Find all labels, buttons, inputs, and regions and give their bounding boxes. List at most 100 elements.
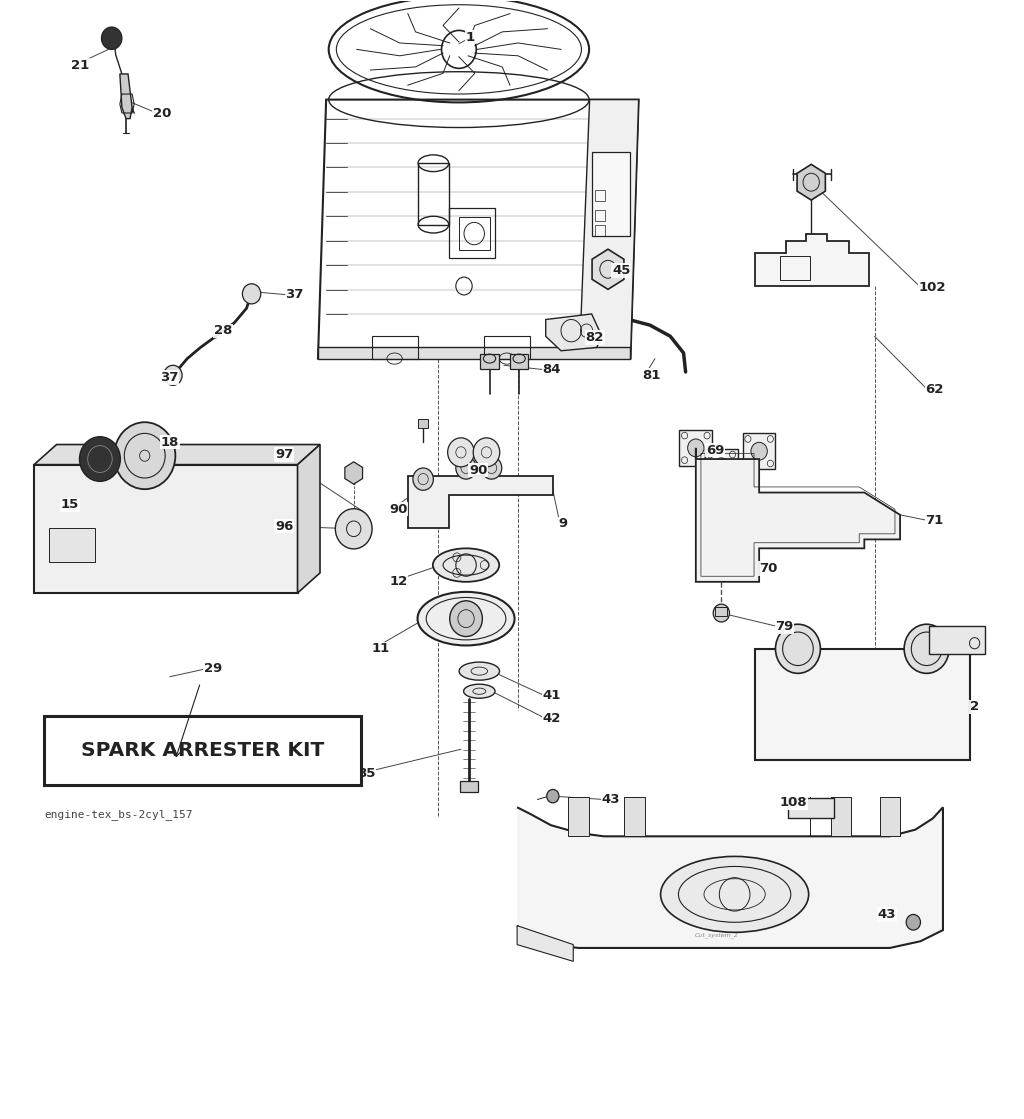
Circle shape: [906, 914, 921, 930]
Bar: [625, 797, 645, 836]
Bar: [418, 419, 428, 427]
Text: 81: 81: [643, 369, 662, 382]
Text: 1: 1: [466, 30, 475, 44]
Bar: [715, 608, 727, 617]
Bar: [592, 152, 631, 236]
Text: 20: 20: [153, 106, 171, 120]
Text: 43: 43: [878, 908, 896, 921]
Polygon shape: [408, 476, 553, 528]
Bar: [568, 797, 589, 836]
Text: 29: 29: [204, 662, 222, 676]
Polygon shape: [797, 164, 825, 200]
Circle shape: [447, 438, 474, 467]
Circle shape: [726, 480, 742, 498]
Bar: [705, 449, 737, 485]
Ellipse shape: [433, 548, 500, 582]
Circle shape: [904, 624, 949, 674]
Bar: [929, 627, 985, 655]
Circle shape: [243, 284, 261, 304]
Circle shape: [481, 457, 502, 479]
Text: 90: 90: [469, 463, 487, 477]
Circle shape: [413, 468, 433, 490]
Text: 71: 71: [926, 514, 944, 527]
Text: 69: 69: [706, 443, 724, 457]
Circle shape: [547, 789, 559, 802]
Circle shape: [335, 509, 372, 549]
Text: 42: 42: [543, 712, 561, 724]
Circle shape: [101, 27, 122, 49]
Bar: [755, 649, 970, 761]
Text: 85: 85: [356, 768, 375, 780]
Text: 90: 90: [389, 502, 408, 516]
Bar: [718, 471, 751, 507]
Bar: [460, 781, 478, 791]
Polygon shape: [34, 444, 321, 464]
Polygon shape: [517, 925, 573, 961]
Bar: [830, 797, 851, 836]
Text: 28: 28: [214, 325, 232, 337]
Circle shape: [114, 422, 175, 489]
Bar: [459, 217, 489, 251]
Text: 37: 37: [286, 289, 304, 301]
Bar: [484, 336, 530, 358]
Circle shape: [80, 436, 121, 481]
Text: 15: 15: [60, 498, 79, 511]
Text: 21: 21: [71, 58, 89, 72]
Circle shape: [450, 601, 482, 637]
Text: 12: 12: [389, 575, 408, 589]
Text: 108: 108: [779, 797, 807, 809]
Polygon shape: [755, 234, 869, 286]
Polygon shape: [49, 528, 95, 562]
Polygon shape: [120, 74, 132, 119]
Circle shape: [775, 624, 820, 674]
Text: SPARK ARRESTER KIT: SPARK ARRESTER KIT: [81, 741, 325, 760]
Text: 70: 70: [759, 562, 777, 575]
Polygon shape: [517, 807, 943, 948]
Polygon shape: [580, 100, 639, 358]
Circle shape: [713, 604, 729, 622]
Text: 79: 79: [775, 620, 794, 633]
Ellipse shape: [464, 684, 495, 698]
Bar: [742, 433, 775, 469]
Circle shape: [713, 458, 729, 476]
Bar: [880, 797, 900, 836]
Polygon shape: [318, 347, 631, 358]
Polygon shape: [345, 462, 362, 485]
Text: 102: 102: [919, 281, 946, 293]
Ellipse shape: [459, 662, 500, 680]
Bar: [787, 798, 834, 818]
Circle shape: [456, 457, 476, 479]
Text: 45: 45: [612, 264, 631, 276]
Ellipse shape: [660, 856, 809, 932]
Polygon shape: [34, 464, 298, 593]
Circle shape: [473, 438, 500, 467]
Text: 82: 82: [586, 331, 604, 344]
Circle shape: [164, 365, 182, 385]
Bar: [595, 190, 605, 201]
Text: 2: 2: [970, 700, 979, 713]
Bar: [44, 716, 360, 784]
Text: engine-tex_bs-2cyl_157: engine-tex_bs-2cyl_157: [44, 809, 193, 820]
Bar: [595, 210, 605, 222]
Bar: [779, 256, 810, 281]
Circle shape: [751, 442, 767, 460]
Text: 11: 11: [371, 642, 389, 656]
Text: Cut_system_2: Cut_system_2: [694, 933, 738, 939]
Text: 84: 84: [543, 364, 561, 376]
Bar: [680, 430, 712, 466]
Polygon shape: [546, 314, 602, 350]
Text: 18: 18: [161, 435, 179, 449]
Ellipse shape: [418, 592, 514, 646]
Bar: [510, 354, 528, 368]
Bar: [480, 354, 499, 368]
Text: 43: 43: [602, 793, 621, 806]
Text: 9: 9: [558, 517, 567, 530]
Polygon shape: [298, 444, 321, 593]
Bar: [372, 336, 418, 358]
Text: 96: 96: [275, 519, 294, 533]
Text: 41: 41: [543, 689, 561, 703]
Polygon shape: [696, 448, 900, 582]
Polygon shape: [592, 250, 624, 290]
Text: 62: 62: [926, 384, 944, 396]
Text: 37: 37: [160, 372, 178, 384]
